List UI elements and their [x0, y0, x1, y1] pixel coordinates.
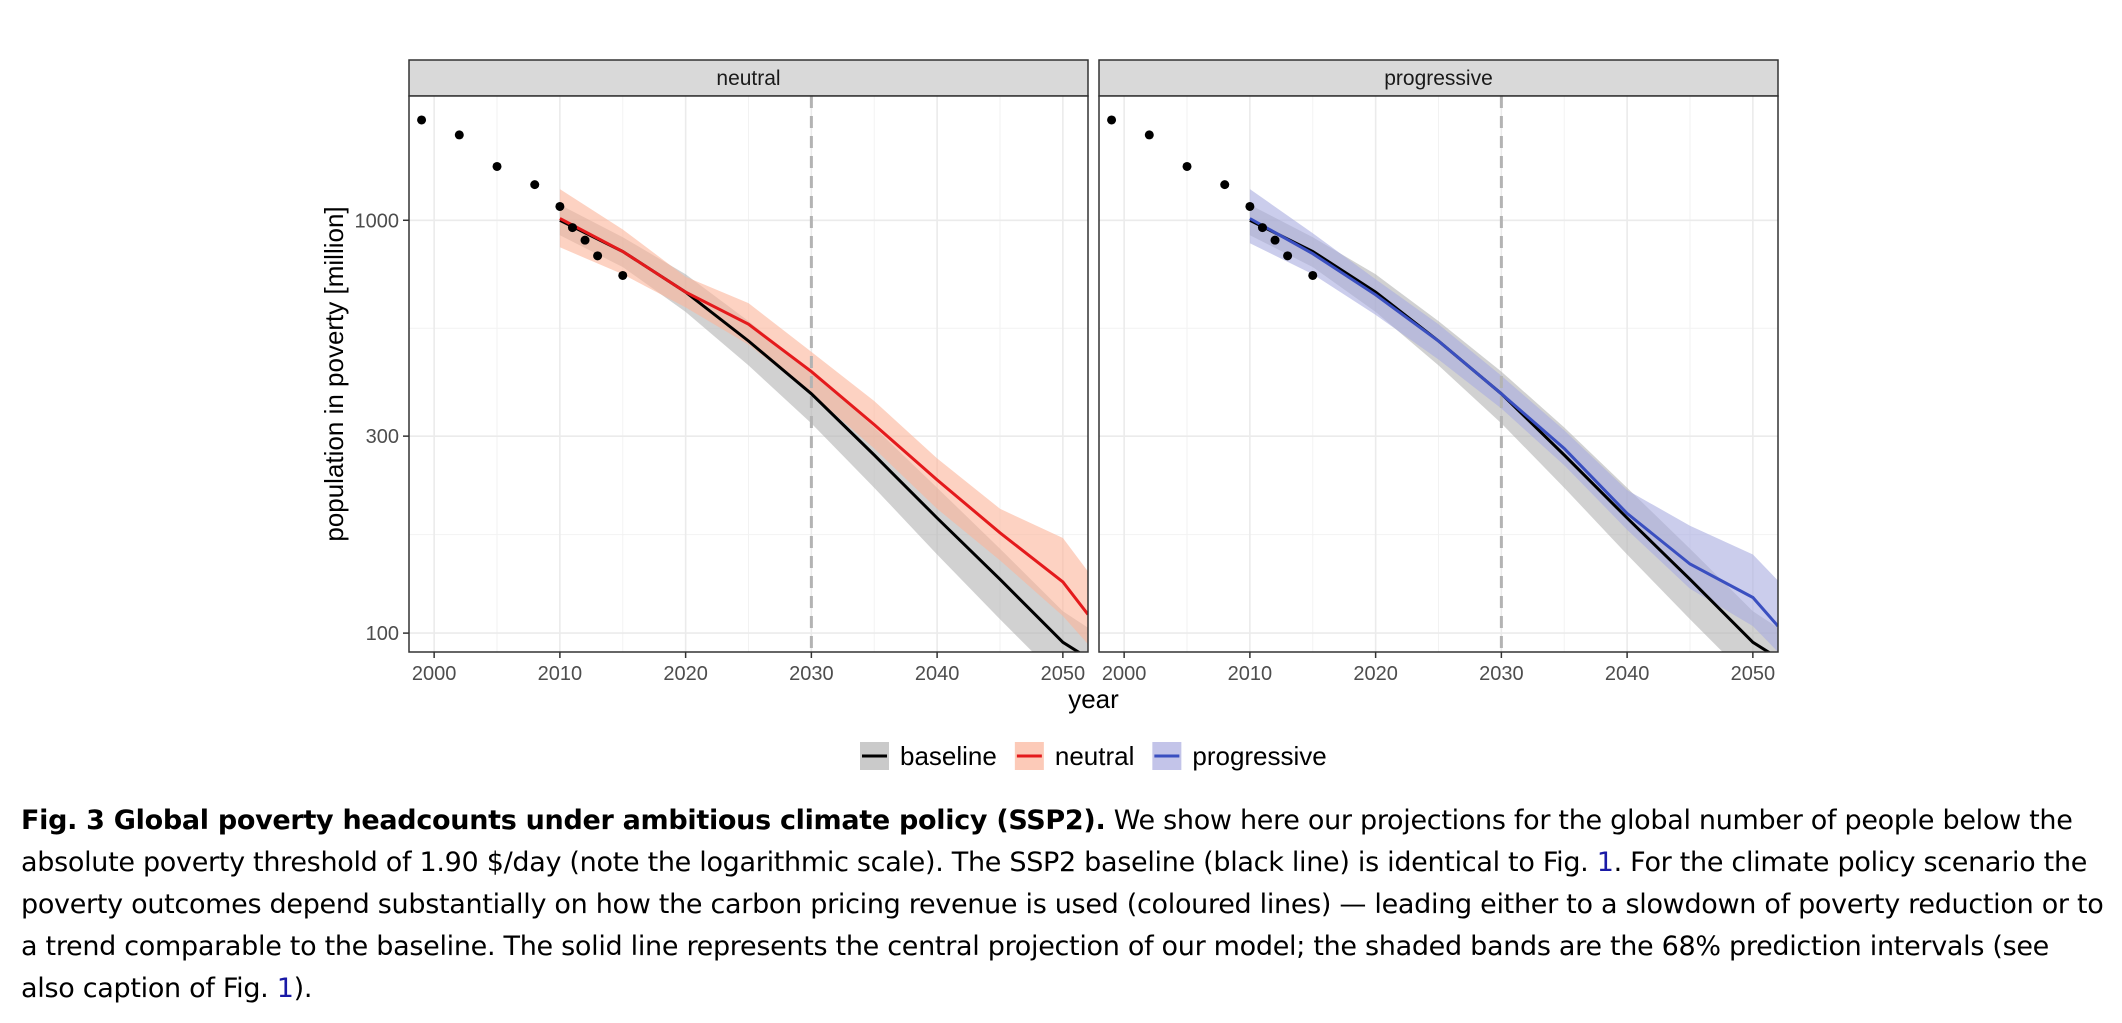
poverty-projection-chart: neutral 2000 2010 2020 2030 2040 2050 100 300 100… — [319, 59, 1779, 771]
x-tick-label: 2020 — [1353, 663, 1398, 685]
legend-label: progressive — [1192, 741, 1326, 771]
figure-caption: Fig. 3 Global poverty headcounts under a… — [21, 800, 2106, 1010]
x-tick-label: 2000 — [1102, 663, 1147, 685]
panel-data — [1107, 96, 1778, 652]
observed-point — [593, 251, 603, 261]
observed-point — [1257, 223, 1267, 233]
x-tick-label: 2030 — [1479, 663, 1524, 685]
observed-point — [530, 180, 540, 190]
caption-text-1: We show here our projections for the glo… — [21, 805, 2073, 878]
figure-reference-link-1[interactable]: 1 — [1596, 847, 1614, 878]
x-axis-title: year — [1068, 684, 1119, 714]
x-tick-label: 2050 — [1041, 663, 1086, 685]
observed-point — [1182, 161, 1192, 171]
y-tick-label: 1000 — [355, 210, 400, 232]
observed-point — [1270, 235, 1280, 245]
x-tick-label: 2010 — [538, 663, 583, 685]
observed-point — [1283, 251, 1293, 261]
observed-point — [492, 161, 502, 171]
line-progressive — [1249, 217, 1778, 628]
observed-point — [618, 270, 628, 280]
line-neutral — [559, 217, 1088, 616]
caption-lead: Fig. 3 Global poverty headcounts under a… — [21, 805, 1106, 836]
legend-item-baseline: baseline — [860, 741, 997, 771]
observed-point — [567, 223, 577, 233]
facet-strip — [408, 59, 1089, 97]
observed-point — [454, 130, 464, 140]
legend-label: baseline — [900, 741, 997, 771]
panel-data — [417, 96, 1088, 652]
observed-point — [417, 115, 427, 125]
x-tick-label: 2030 — [789, 663, 834, 685]
observed-point — [555, 201, 565, 211]
observed-point — [1308, 270, 1318, 280]
legend: baseline neutral progressive — [860, 741, 1327, 771]
x-tick-label: 2000 — [412, 663, 457, 685]
x-tick-label: 2010 — [1228, 663, 1273, 685]
observed-point — [1144, 130, 1154, 140]
observed-point — [1107, 115, 1117, 125]
legend-item-progressive: progressive — [1152, 741, 1327, 771]
figure-reference-link-2[interactable]: 1 — [276, 973, 294, 1004]
x-tick-label: 2040 — [915, 663, 960, 685]
line-baseline — [1249, 218, 1772, 652]
facet-strip-label: progressive — [1384, 67, 1493, 90]
y-tick-label: 100 — [366, 623, 399, 645]
observed-point — [1245, 201, 1255, 211]
observed-point — [1220, 180, 1230, 190]
observed-point — [580, 235, 590, 245]
y-tick-label: 300 — [366, 426, 399, 448]
panel-border — [1098, 95, 1779, 653]
panel-border — [408, 95, 1089, 653]
panel-neutral: neutral 2000 2010 2020 2030 2040 2050 100 300 100… — [355, 59, 1089, 685]
facet-strip-label: neutral — [716, 67, 780, 90]
band-baseline — [559, 204, 1088, 652]
legend-item-neutral: neutral — [1014, 741, 1135, 771]
panel-progressive: progressive 2000 2010 2020 2030 2040 2050 — [1098, 59, 1779, 685]
y-axis-title: population in poverty [million] — [319, 206, 349, 541]
band-neutral — [559, 189, 1088, 645]
facet-strip — [1098, 59, 1779, 97]
caption-text-2: . For the climate policy scenario the po… — [21, 847, 2104, 1004]
x-tick-label: 2050 — [1731, 663, 1776, 685]
legend-label: neutral — [1055, 741, 1135, 771]
x-tick-label: 2040 — [1605, 663, 1650, 685]
x-tick-label: 2020 — [663, 663, 708, 685]
caption-text-3: ). — [293, 973, 313, 1004]
